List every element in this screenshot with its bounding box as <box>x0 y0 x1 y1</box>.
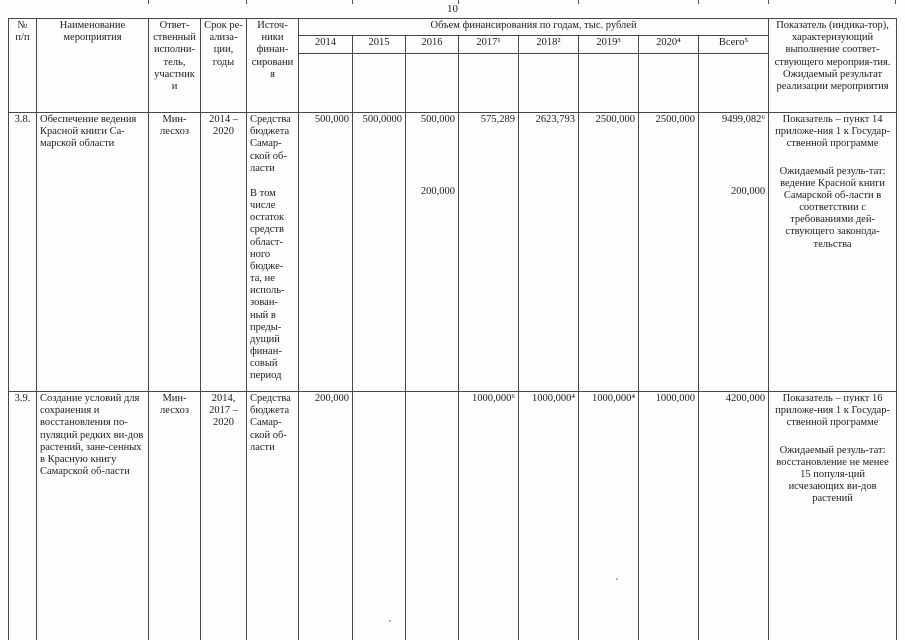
row38-total-value: 9499,082⁶ <box>722 114 766 125</box>
empty-header-cell <box>352 53 406 113</box>
row39-2017-cell: 1000,000⁶ <box>458 391 519 640</box>
row39-2015-cell <box>352 391 406 640</box>
scan-tick <box>768 0 769 4</box>
year-header-2020: 2020⁴ <box>638 35 699 54</box>
empty-header-cell <box>298 53 353 113</box>
year-header-2016: 2016 <box>405 35 459 54</box>
scan-tick <box>895 0 896 4</box>
row38-2014-cell: 500,000 <box>298 112 353 392</box>
row38-total-cell: 9499,082⁶ 200,000 <box>697 112 770 392</box>
row39-source-cell: Средства бюджета Самар-ской об-ласти <box>246 391 299 640</box>
row39-expected-result-text: Ожидаемый резуль-тат: восстановление не … <box>776 444 889 505</box>
header-funding-cell: Объем финансирования по годам, тыс. рубл… <box>297 18 770 36</box>
row38-2015-cell: 500,0000 <box>352 112 406 392</box>
page-number: 10 <box>447 3 458 15</box>
scan-speck <box>389 620 391 622</box>
scan-speck <box>616 578 618 580</box>
row39-name-cell: Создание условий для сохранения и восста… <box>36 391 149 640</box>
year-header-row: 2014 2015 2016 2017¹ 2018² 2019³ 2020⁴ В… <box>9 35 897 54</box>
empty-header-cell <box>697 53 770 113</box>
row39-total-cell: 4200,000 <box>697 391 770 640</box>
row38-name-cell: Обеспечение ведения Красной книги Са-мар… <box>36 112 149 392</box>
row38-indicator-cell: Показатель – пункт 14 приложе-ния 1 к Го… <box>768 112 898 392</box>
year-header-2014: 2014 <box>298 35 353 54</box>
row39-2019-cell: 1000,000⁴ <box>578 391 639 640</box>
row39-num-cell: 3.9. <box>8 391 37 640</box>
row39-2018-cell: 1000,000⁴ <box>518 391 579 640</box>
year-subheader-row <box>9 53 897 113</box>
row39-executor-cell: Мин-лесхоз <box>148 391 201 640</box>
year-header-2019: 2019³ <box>578 35 639 54</box>
empty-header-cell <box>518 53 579 113</box>
empty-header-cell <box>405 53 459 113</box>
row38-2016-cell: 500,000 200,000 <box>405 112 459 392</box>
row38-num-cell: 3.8. <box>8 112 37 392</box>
row38-source-secondary: В том числе остаток средств област-ного … <box>250 187 285 382</box>
row39-2020-cell: 1000,000 <box>638 391 699 640</box>
year-header-2018: 2018² <box>518 35 579 54</box>
table-row-3-8: 3.8. Обеспечение ведения Красной книги С… <box>8 112 898 392</box>
table-header-row: № п/п Наименование мероприятия Ответ-ств… <box>8 18 898 113</box>
row38-2017-cell: 575,289 <box>458 112 519 392</box>
header-name-cell: Наименование мероприятия <box>36 18 149 113</box>
scan-tick <box>246 0 247 4</box>
row38-2020-cell: 2500,000 <box>638 112 699 392</box>
financing-table: № п/п Наименование мероприятия Ответ-ств… <box>8 18 898 640</box>
empty-header-cell <box>578 53 639 113</box>
row38-term-cell: 2014 – 2020 <box>200 112 247 392</box>
header-num-cell: № п/п <box>8 18 37 113</box>
header-executor-cell: Ответ-ственный исполни-тель, участники <box>148 18 201 113</box>
row39-term-cell: 2014, 2017 – 2020 <box>200 391 247 640</box>
empty-header-cell <box>458 53 519 113</box>
row39-indicator-cell: Показатель – пункт 16 приложе-ния 1 к Го… <box>768 391 898 640</box>
row39-indicator-text: Показатель – пункт 16 приложе-ния 1 к Го… <box>775 393 890 429</box>
row38-source-primary: Средства бюджета Самар-ской об-ласти <box>250 114 291 174</box>
year-header-2017: 2017¹ <box>458 35 519 54</box>
year-header-2015: 2015 <box>352 35 406 54</box>
row38-executor-cell: Мин-лесхоз <box>148 112 201 392</box>
scan-tick <box>698 0 699 4</box>
row39-2014-cell: 200,000 <box>298 391 353 640</box>
row38-total-secondary-value: 200,000 <box>730 186 766 198</box>
row39-2016-cell <box>405 391 459 640</box>
header-indicator-cell: Показатель (индика-тор), характеризующий… <box>768 18 898 113</box>
row38-2016-secondary-value: 200,000 <box>420 186 455 198</box>
header-source-cell: Источ-ники финан-сирования <box>246 18 299 113</box>
scan-tick <box>458 0 459 4</box>
scan-tick <box>578 0 579 4</box>
row38-2016-value: 500,000 <box>420 114 455 125</box>
row38-indicator-text: Показатель – пункт 14 приложе-ния 1 к Го… <box>775 114 890 150</box>
table-row-3-9: 3.9. Создание условий для сохранения и в… <box>8 391 898 640</box>
row38-2018-cell: 2623,793 <box>518 112 579 392</box>
scan-tick <box>148 0 149 4</box>
empty-header-cell <box>638 53 699 113</box>
row38-expected-result-text: Ожидаемый резуль-тат: ведение Красной кн… <box>779 165 886 250</box>
row38-2019-cell: 2500,000 <box>578 112 639 392</box>
year-header-total: Всего⁵ <box>697 35 770 54</box>
row38-source-cell: Средства бюджета Самар-ской об-ласти В т… <box>246 112 299 392</box>
scan-tick <box>352 0 353 4</box>
header-term-cell: Срок ре-ализа-ции, годы <box>200 18 247 113</box>
